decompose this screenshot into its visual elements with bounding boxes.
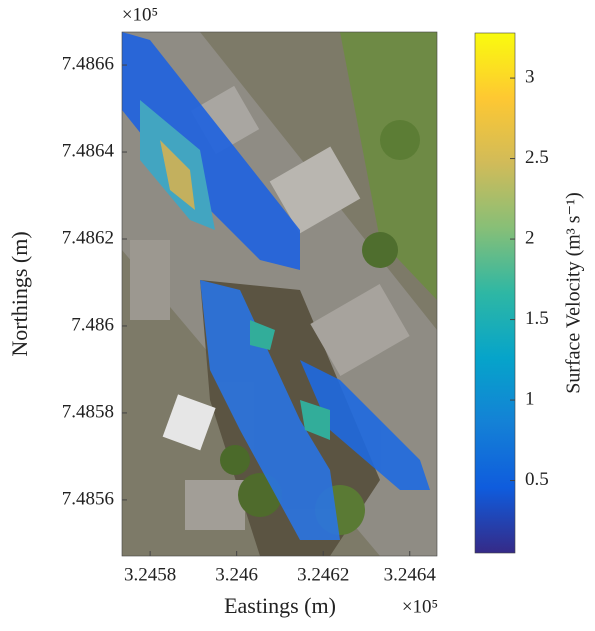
y-multiplier: ×10⁵: [122, 4, 158, 25]
colorbar-tick-label: 2: [525, 227, 535, 248]
x-tick-label: 3.2458: [124, 564, 176, 585]
x-multiplier: ×10⁵: [402, 596, 438, 617]
y-tick-label: 7.4862: [62, 227, 114, 248]
x-axis-label: Eastings (m): [224, 593, 336, 618]
colorbar-tick-label: 2.5: [525, 147, 549, 168]
velocity-field: [122, 32, 430, 540]
y-tick-label: 7.486: [71, 314, 114, 335]
y-tick-label: 7.4864: [62, 140, 115, 161]
y-tick-label: 7.4856: [62, 488, 114, 509]
x-tick-label: 3.2462: [297, 564, 349, 585]
x-tick-label: 3.246: [215, 564, 258, 585]
y-tick-label: 7.4866: [62, 53, 114, 74]
y-axis-label: Northings (m): [7, 231, 32, 356]
colorbar-label: Surface Velocity (m³ s⁻¹): [563, 192, 585, 394]
y-tick-label: 7.4858: [62, 401, 114, 422]
colorbar: [474, 32, 516, 554]
colorbar-tick-label: 3: [525, 66, 535, 87]
plot-frame: [121, 31, 438, 557]
colorbar-tick-label: 1.5: [525, 308, 549, 329]
x-tick-label: 3.2464: [384, 564, 437, 585]
colorbar-tick-label: 0.5: [525, 469, 549, 490]
colorbar-tick-label: 1: [525, 388, 535, 409]
